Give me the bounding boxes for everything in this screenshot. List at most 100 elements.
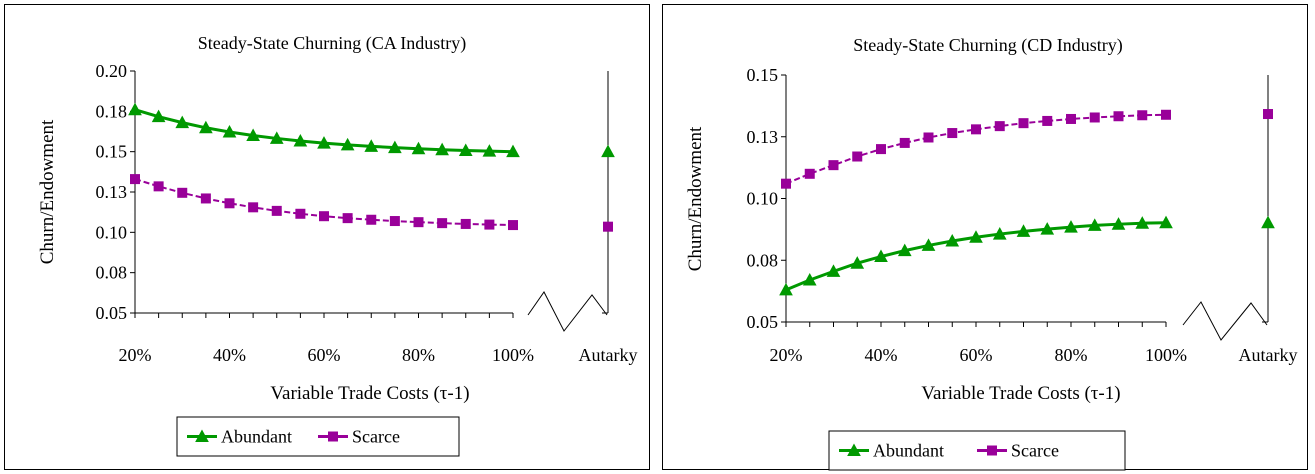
chart-cd-point-abundant xyxy=(969,230,983,243)
chart-ca-ytick-label: 0.18 xyxy=(96,101,128,121)
chart-cd-legend: Abundant Scarce xyxy=(828,430,1126,471)
chart-cd-legend-marker-scarce xyxy=(987,445,997,456)
chart-cd-title: Steady-State Churning (CD Industry) xyxy=(853,35,1122,56)
chart-panel-ca: Steady-State Churning (CA Industry) 0.05 0… xyxy=(4,4,650,470)
chart-ca-point-scarce xyxy=(389,216,400,227)
chart-cd-point-abundant xyxy=(1016,224,1031,237)
chart-ca-point-abundant xyxy=(269,131,284,144)
chart-ca-legend-label-scarce: Scarce xyxy=(352,427,400,447)
chart-cd-point-scarce xyxy=(1137,110,1148,121)
chart-ca-legend-marker-abundant xyxy=(195,429,209,442)
chart-cd-point-scarce xyxy=(781,178,791,189)
chart-cd-series-scarce xyxy=(781,109,1273,189)
chart-ca-series-scarce xyxy=(130,174,613,232)
chart-ca-ytick-label: 0.20 xyxy=(96,61,128,81)
chart-cd-point-abundant xyxy=(1064,220,1078,233)
chart-ca-ylabel: Churn/Endowment xyxy=(37,119,58,264)
chart-cd-xlabel: Variable Trade Costs (τ-1) xyxy=(921,383,1120,404)
chart-cd-ytick-label: 0.13 xyxy=(747,127,779,147)
chart-ca-xtick-label: 80% xyxy=(402,345,435,365)
chart-panel-cd: Steady-State Churning (CD Industry) 0.05 0… xyxy=(662,4,1308,471)
chart-cd-ytick-label: 0.05 xyxy=(747,312,779,332)
chart-ca-ytick-label: 0.08 xyxy=(96,263,128,283)
chart-ca-title: Steady-State Churning (CA Industry) xyxy=(198,33,466,54)
chart-cd-point-abundant xyxy=(921,238,936,251)
chart-cd-point-abundant xyxy=(802,272,817,286)
chart-ca-axis-break xyxy=(527,291,608,332)
chart-cd-xtick-label: 60% xyxy=(960,345,993,365)
chart-cd-point-abundant xyxy=(850,256,865,269)
chart-cd-point-scarce xyxy=(1018,118,1029,129)
chart-cd-ytick-label: 0.10 xyxy=(747,189,779,209)
chart-cd-xtick-label: 100% xyxy=(1145,345,1187,365)
chart-ca-point-abundant xyxy=(128,102,142,116)
chart-cd-point-scarce xyxy=(994,121,1005,132)
chart-cd-point-scarce xyxy=(804,168,815,179)
chart-ca-point-abundant xyxy=(293,133,308,147)
chart-cd-point-scarce xyxy=(828,160,839,171)
chart-ca-xtick-label: 100% xyxy=(492,345,534,365)
chart-ca-xtick-label: 60% xyxy=(308,345,341,365)
chart-ca-point-abundant xyxy=(411,141,426,155)
chart-cd-point-scarce xyxy=(876,144,886,155)
chart-ca-ytick-label: 0.05 xyxy=(96,303,128,323)
chart-cd-svg: Steady-State Churning (CD Industry) 0.05 0… xyxy=(685,35,1298,471)
chart-cd-series-abundant xyxy=(779,215,1275,296)
chart-ca-point-abundant xyxy=(482,144,497,157)
chart-ca-point-scarce xyxy=(224,198,235,209)
chart-ca-point-scarce xyxy=(319,211,329,222)
chart-cd-point-scarce xyxy=(1113,111,1124,122)
chart-ca-point-abundant xyxy=(246,128,260,142)
chart-ca-autarky-point-scarce xyxy=(603,221,613,232)
chart-cd-point-scarce xyxy=(899,137,910,148)
chart-cd-autarky-point-abundant xyxy=(1261,215,1275,229)
chart-cd-point-abundant xyxy=(1135,216,1150,229)
chart-ca-xtick-label: 20% xyxy=(119,345,152,365)
chart-ca-point-abundant xyxy=(506,144,520,158)
chart-cd-point-abundant xyxy=(1111,217,1126,230)
chart-ca-autarky-point-abundant xyxy=(601,144,615,158)
chart-ca-point-abundant xyxy=(317,136,331,149)
chart-ca-legend-label-abundant: Abundant xyxy=(221,427,292,447)
chart-ca-point-abundant xyxy=(458,143,473,157)
chart-cd-xtick-label: 20% xyxy=(770,345,803,365)
chart-ca-point-scarce xyxy=(484,219,495,230)
chart-ca-svg: Steady-State Churning (CA Industry) 0.05 0… xyxy=(37,33,637,457)
chart-cd-autarky-label: Autarky xyxy=(1239,345,1298,365)
chart-ca-point-scarce xyxy=(460,218,471,229)
chart-cd-legend-label-abundant: Abundant xyxy=(873,441,944,461)
chart-cd-xtick-label: 40% xyxy=(865,345,898,365)
chart-cd-point-abundant xyxy=(1040,222,1055,235)
chart-ca-point-scarce xyxy=(271,205,282,216)
chart-cd-point-abundant xyxy=(945,233,960,247)
chart-cd-point-abundant xyxy=(826,264,841,277)
chart-ca-point-scarce xyxy=(177,187,188,198)
chart-ca-point-scarce xyxy=(508,220,518,231)
chart-ca-point-scarce xyxy=(200,193,211,204)
chart-cd-point-scarce xyxy=(1066,113,1076,124)
chart-ca-point-abundant xyxy=(151,109,166,123)
chart-cd-ylabel: Churn/Endowment xyxy=(685,126,706,271)
chart-ca-legend-marker-scarce xyxy=(328,431,338,442)
chart-cd-legend-marker-abundant xyxy=(847,443,861,456)
chart-cd-point-scarce xyxy=(971,124,981,135)
chart-cd-point-scarce xyxy=(1089,112,1100,123)
chart-ca-point-scarce xyxy=(437,218,448,229)
chart-cd-point-abundant xyxy=(1087,218,1102,231)
chart-ca-ytick-label: 0.15 xyxy=(96,142,128,162)
chart-cd-point-abundant xyxy=(874,249,888,263)
chart-cd-legend-label-scarce: Scarce xyxy=(1011,441,1059,461)
chart-ca-xlabel: Variable Trade Costs (τ-1) xyxy=(270,383,469,404)
chart-cd-point-abundant xyxy=(992,227,1007,240)
chart-ca-point-scarce xyxy=(248,202,259,213)
chart-cd-point-scarce xyxy=(1161,109,1171,120)
chart-cd-ytick-label: 0.15 xyxy=(747,65,779,85)
chart-cd-point-abundant xyxy=(779,282,793,296)
chart-cd-point-abundant xyxy=(897,243,912,257)
chart-ca-point-abundant xyxy=(199,120,213,134)
chart-cd-autarky-point-scarce xyxy=(1263,109,1273,120)
chart-ca-point-abundant xyxy=(340,137,355,151)
chart-cd-point-scarce xyxy=(1042,115,1053,126)
chart-ca-point-abundant xyxy=(364,139,379,152)
chart-ca-ytick-label: 0.13 xyxy=(96,182,128,202)
